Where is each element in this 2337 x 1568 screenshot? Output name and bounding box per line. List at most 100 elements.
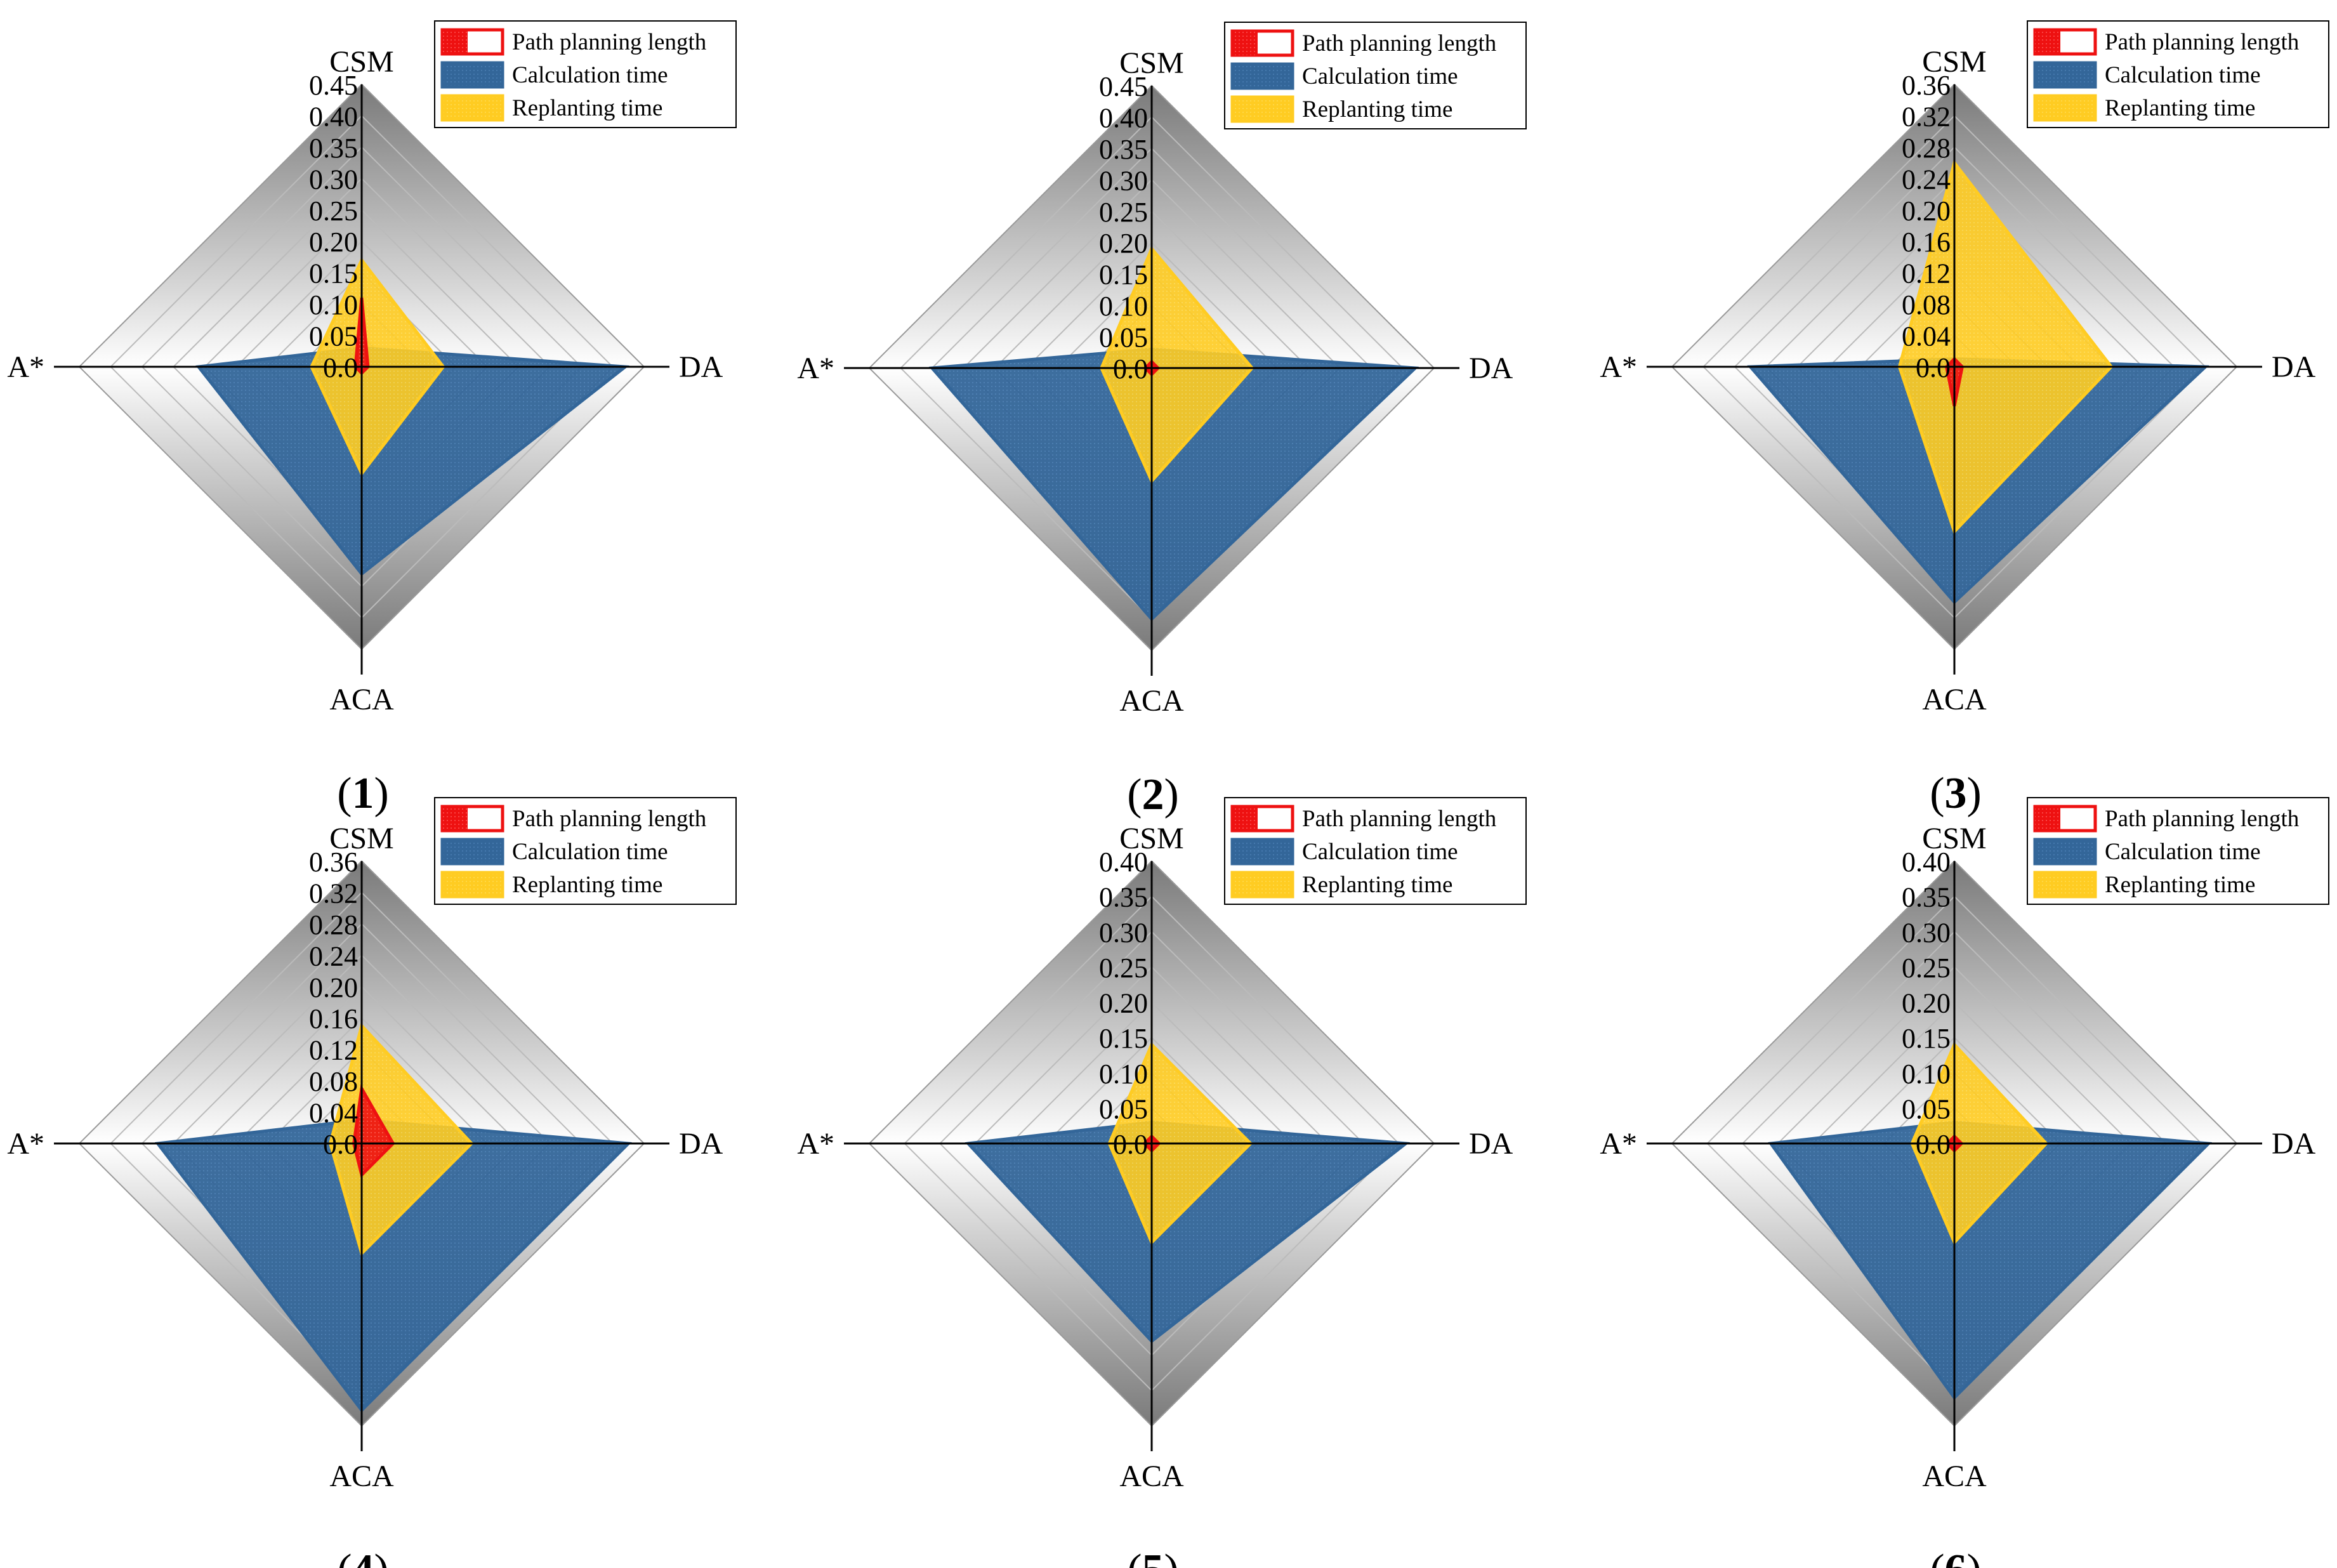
panel-number: (1)	[337, 769, 389, 818]
tick-label: 0.45	[309, 70, 358, 101]
legend-swatch-replant	[1230, 871, 1294, 899]
tick-label: 0.36	[309, 847, 358, 878]
tick-label: 0.40	[1099, 102, 1148, 133]
legend-swatch-calc	[1230, 838, 1294, 866]
tick-label: 0.20	[309, 972, 358, 1003]
radar-panel-2: 0.450.400.350.300.250.200.150.100.050.0 C…	[797, 22, 1527, 819]
tick-label: 0.20	[1902, 195, 1951, 227]
axis-label-csm: CSM	[329, 45, 393, 79]
tick-label: 0.04	[309, 1098, 358, 1129]
tick-label: 0.10	[1099, 291, 1148, 322]
radar-panel-6: 0.40 0.35 0.30 0.25 0.20 0.15 0.100.05 0.0 CSM DA…	[1600, 797, 2329, 1568]
tick-label: 0.10	[309, 289, 358, 320]
axis-label-astar: A*	[7, 1127, 44, 1161]
radar-panel-5: 0.40 0.35 0.30 0.25 0.20 0.15 0.100.05 0.0 CSM DA…	[797, 797, 1527, 1568]
tick-label: 0.35	[309, 133, 358, 164]
axis-label-aca: ACA	[329, 1459, 394, 1493]
tick-label: 0.10	[1902, 1058, 1951, 1090]
tick-label: 0.10	[1099, 1058, 1148, 1090]
axis-label-aca: ACA	[1119, 1459, 1184, 1493]
legend-label-calc: Calculation time	[2105, 62, 2261, 88]
tick-label: 0.30	[1099, 165, 1148, 196]
tick-label: 0.40	[1099, 847, 1148, 878]
legend-swatch-replant	[440, 871, 504, 899]
legend-swatch-calc	[1230, 62, 1294, 90]
tick-label: 0.28	[309, 909, 358, 940]
tick-label: 0.35	[1099, 882, 1148, 913]
legend-label-calc: Calculation time	[1302, 63, 1458, 89]
tick-label: 0.20	[1099, 988, 1148, 1019]
legend-label-calc: Calculation time	[1302, 839, 1458, 865]
tick-label: 0.40	[1902, 847, 1951, 878]
legend: Path planning length Calculation time Repl…	[2027, 797, 2329, 905]
panel-number: (5)	[1127, 1546, 1179, 1568]
tick-label: 0.20	[309, 227, 358, 258]
axis-label-da: DA	[2272, 1127, 2316, 1161]
axis-label-csm: CSM	[1922, 45, 1986, 79]
tick-label: 0.0	[1113, 353, 1148, 385]
axis-label-da: DA	[1469, 1127, 1513, 1161]
axis-label-da: DA	[2272, 350, 2316, 384]
panel-number: (6)	[1930, 1546, 1982, 1568]
tick-label: 0.16	[309, 1003, 358, 1034]
radar-panel-1: 0.450.400.350.300.250.200.150.100.050.0 C…	[7, 20, 737, 818]
tick-label: 0.04	[1902, 321, 1951, 352]
legend-label-path: Path planning length	[512, 806, 707, 832]
axis-label-da: DA	[1469, 352, 1513, 385]
tick-label: 0.15	[1099, 260, 1148, 291]
legend: Path planning length Calculation time Repl…	[434, 797, 737, 905]
panel-number: (2)	[1127, 770, 1179, 819]
legend-swatch-replant	[440, 94, 504, 122]
radar-panel-4: 0.360.320.280.240.200.160.120.080.040.0 C…	[7, 797, 737, 1568]
legend: Path planning length Calculation time Repl…	[434, 20, 737, 128]
tick-label: 0.24	[1902, 164, 1951, 195]
tick-label: 0.36	[1902, 70, 1951, 101]
tick-label: 0.32	[309, 878, 358, 909]
legend-swatch-calc	[2033, 838, 2097, 866]
legend: Path planning length Calculation time Repl…	[1224, 797, 1527, 905]
axis-label-aca: ACA	[1119, 684, 1184, 718]
axis-label-astar: A*	[797, 352, 834, 385]
legend-label-replant: Replanting time	[1302, 872, 1452, 898]
tick-label: 0.0	[323, 1129, 358, 1160]
legend: Path planning length Calculation time Repl…	[1224, 22, 1527, 129]
tick-label: 0.15	[309, 258, 358, 289]
tick-label: 0.25	[1902, 952, 1951, 984]
legend-label-replant: Replanting time	[1302, 96, 1452, 122]
tick-label: 0.25	[1099, 952, 1148, 984]
radar-panel-3: 0.360.320.280.240.200.160.120.080.040.0 C…	[1600, 20, 2329, 818]
tick-label: 0.25	[1099, 197, 1148, 228]
legend-swatch-replant	[1230, 95, 1294, 123]
panel-number: (4)	[337, 1546, 389, 1568]
legend-swatch-calc	[440, 61, 504, 89]
legend-swatch-replant	[2033, 871, 2097, 899]
legend-swatch-fill	[2035, 807, 2060, 831]
tick-label: 0.25	[309, 195, 358, 227]
tick-label: 0.0	[1916, 352, 1951, 383]
axis-label-csm: CSM	[1922, 822, 1986, 855]
tick-label: 0.35	[1902, 882, 1951, 913]
axis-label-aca: ACA	[329, 683, 394, 716]
tick-label: 0.15	[1099, 1023, 1148, 1054]
legend-label-path: Path planning length	[1302, 30, 1497, 56]
axis-label-csm: CSM	[1119, 46, 1183, 80]
legend: Path planning length Calculation time Repl…	[2027, 20, 2329, 128]
tick-label: 0.40	[309, 101, 358, 132]
legend-label-path: Path planning length	[1302, 806, 1497, 832]
tick-label: 0.30	[1902, 917, 1951, 948]
tick-label: 0.32	[1902, 101, 1951, 132]
legend-label-calc: Calculation time	[512, 62, 668, 88]
tick-label: 0.24	[309, 940, 358, 972]
tick-label: 0.0	[323, 352, 358, 383]
tick-label: 0.20	[1099, 228, 1148, 259]
tick-label: 0.20	[1902, 988, 1951, 1019]
tick-label: 0.35	[1099, 134, 1148, 165]
tick-label: 0.0	[1113, 1129, 1148, 1160]
legend-swatch-fill	[1232, 807, 1258, 831]
tick-label: 0.28	[1902, 133, 1951, 164]
axis-label-da: DA	[679, 350, 723, 384]
tick-label: 0.05	[309, 321, 358, 352]
tick-label: 0.12	[1902, 258, 1951, 289]
legend-swatch-calc	[440, 838, 504, 866]
